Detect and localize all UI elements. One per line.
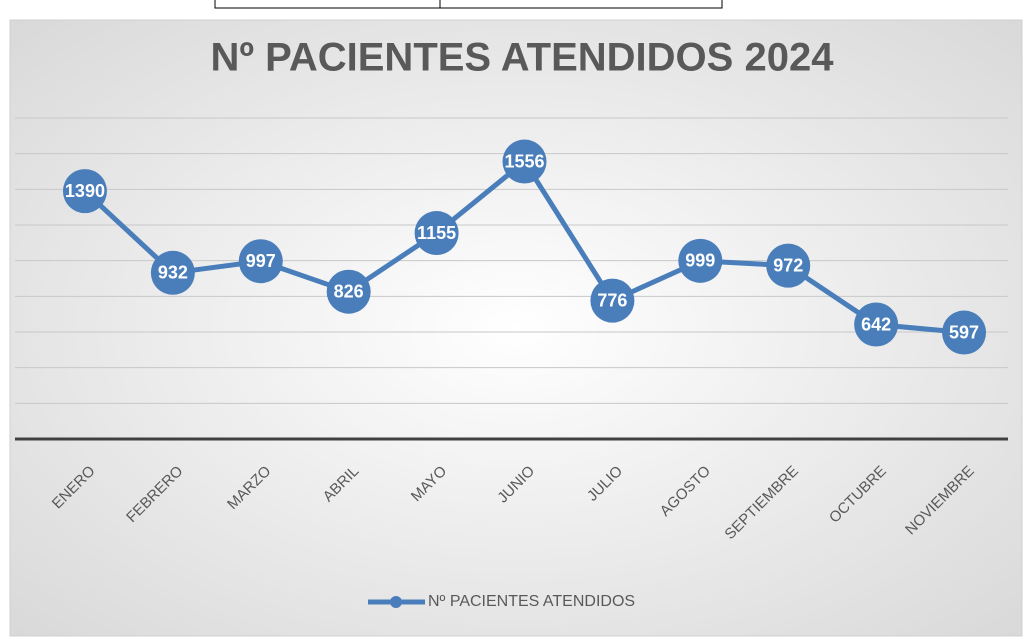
data-label: 999 (685, 251, 715, 271)
data-label: 776 (597, 290, 627, 310)
data-point (502, 139, 547, 184)
data-point (150, 250, 195, 295)
data-point (238, 239, 283, 284)
data-point (942, 310, 987, 355)
data-point (326, 269, 371, 314)
data-label: 972 (773, 255, 803, 275)
data-point (854, 302, 899, 347)
data-label: 932 (158, 263, 188, 283)
legend-marker (390, 596, 402, 608)
data-label: 1556 (504, 151, 544, 171)
data-point (766, 243, 811, 288)
data-label: 1155 (417, 223, 456, 243)
data-label: 597 (949, 322, 979, 342)
chart-background (9, 19, 1023, 637)
data-point (590, 278, 635, 323)
data-point (62, 169, 107, 214)
data-label: 826 (334, 281, 364, 301)
legend-label: Nº PACIENTES ATENDIDOS (428, 593, 635, 610)
table-fragment (214, 0, 723, 9)
data-label: 642 (861, 314, 891, 334)
data-label: 1390 (65, 181, 105, 201)
data-point (678, 238, 723, 283)
data-label: 997 (246, 251, 276, 271)
chart-title: Nº PACIENTES ATENDIDOS 2024 (211, 36, 835, 80)
data-point (414, 211, 459, 256)
